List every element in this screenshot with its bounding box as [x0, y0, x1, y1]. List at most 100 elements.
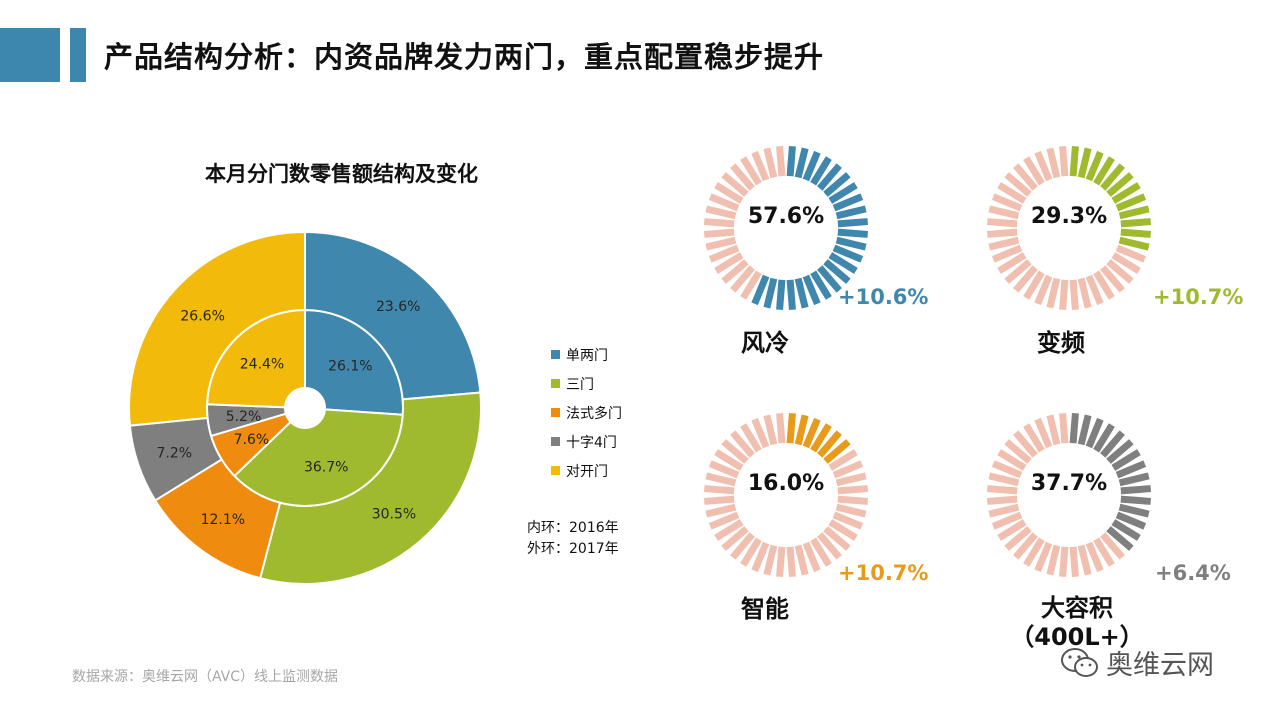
- gauge-tick: [988, 472, 1020, 487]
- gauge-tick: [1034, 274, 1053, 306]
- gauge-percent: 57.6%: [747, 204, 825, 229]
- gauge-tick: [823, 439, 851, 464]
- gauge-tick: [1111, 182, 1141, 204]
- gauge-tick: [730, 532, 755, 560]
- gauge-tick: [1111, 449, 1141, 471]
- gauge-tick: [705, 503, 737, 518]
- gauge-tick: [986, 485, 1018, 495]
- gauge-tick: [1013, 532, 1038, 560]
- title-accent-bar: [0, 28, 60, 82]
- gauge-tick: [1118, 205, 1150, 220]
- gauge-tick: [1085, 417, 1104, 449]
- gauge-tick: [1069, 279, 1079, 311]
- gauge-tick: [832, 460, 864, 479]
- legend-swatch: [551, 350, 560, 359]
- gauge-tick: [1111, 252, 1141, 274]
- gauge-tick: [828, 252, 858, 274]
- gauge-tick: [986, 495, 1018, 505]
- gauge-label: 大容积 （400L+）: [1010, 594, 1144, 651]
- gauge-tick: [751, 274, 770, 306]
- gauge-tick: [1077, 414, 1092, 446]
- gauge-ring: [703, 412, 869, 578]
- gauge-tick: [1013, 265, 1038, 293]
- gauge-tick: [776, 145, 786, 177]
- gauge-tick: [708, 193, 740, 212]
- gauge-tick: [786, 412, 796, 444]
- chart-legend: 单两门 三门 法式多门 十字4门 对开门: [551, 340, 622, 485]
- gauge-smart: 16.0%: [701, 410, 871, 580]
- legend-swatch: [551, 408, 560, 417]
- gauge-tick: [817, 265, 842, 293]
- gauge-tick: [991, 244, 1023, 263]
- gauge-tick: [1046, 544, 1061, 576]
- ring-note: 内环：2016年 外环：2017年: [527, 518, 619, 560]
- gauge-tick: [708, 511, 740, 530]
- gauge-tick: [763, 544, 778, 576]
- gauge-tick: [823, 259, 851, 284]
- outer-ring-data-label: 26.6%: [180, 308, 224, 324]
- gauge-tick: [1004, 439, 1032, 464]
- legend-swatch: [551, 379, 560, 388]
- gauge-tick: [1120, 228, 1152, 238]
- gauge-tick: [721, 526, 749, 551]
- legend-swatch: [551, 466, 560, 475]
- gauge-tick: [1069, 546, 1079, 578]
- gauge-change: +10.6%: [838, 285, 929, 309]
- gauge-tick: [708, 460, 740, 479]
- gauge-tick: [751, 417, 770, 449]
- gauge-tick: [991, 460, 1023, 479]
- gauge-tick: [1115, 244, 1147, 263]
- gauge-tick: [986, 218, 1018, 228]
- gauge-tick: [1023, 423, 1045, 453]
- gauge-tick: [1034, 417, 1053, 449]
- gauge-percent: 29.3%: [1030, 204, 1108, 229]
- gauge-tick: [1106, 172, 1134, 197]
- gauge-tick: [1023, 156, 1045, 186]
- gauge-tick: [730, 163, 755, 191]
- gauge-change: +10.7%: [838, 561, 929, 585]
- gauge-tick: [740, 156, 762, 186]
- gauge-tick: [703, 495, 735, 505]
- gauge-ring: [986, 145, 1152, 311]
- gauge-tick: [835, 503, 867, 518]
- gauge-tick: [823, 172, 851, 197]
- gauge-tick: [1118, 472, 1150, 487]
- gauge-tick: [832, 511, 864, 530]
- inner-ring-note: 内环：2016年: [527, 520, 619, 536]
- gauge-tick: [1118, 503, 1150, 518]
- gauge-tick: [1085, 541, 1104, 573]
- gauge-tick: [802, 150, 821, 182]
- gauge-tick: [1069, 145, 1079, 177]
- gauge-tick: [1013, 430, 1038, 458]
- gauge-tick: [837, 495, 869, 505]
- gauge-tick: [835, 236, 867, 251]
- gauge-tick: [776, 279, 786, 311]
- gauge-tick: [1085, 150, 1104, 182]
- gauge-tick: [1093, 423, 1115, 453]
- gauge-tick: [991, 511, 1023, 530]
- gauge-tick: [786, 145, 796, 177]
- inner-ring-data-label: 36.7%: [304, 459, 348, 475]
- gauge-tick: [1059, 145, 1069, 177]
- gauge-ring: [986, 412, 1152, 578]
- gauge-tick: [835, 472, 867, 487]
- gauge-change: +6.4%: [1155, 561, 1231, 585]
- gauge-tick: [991, 193, 1023, 212]
- gauge-tick: [751, 150, 770, 182]
- gauge-tick: [832, 244, 864, 263]
- gauge-tick: [730, 265, 755, 293]
- legend-label: 对开门: [566, 463, 608, 480]
- gauge-tick: [740, 423, 762, 453]
- gauge-tick: [1100, 163, 1125, 191]
- gauge-tick: [832, 193, 864, 212]
- outer-ring-slice: [258, 391, 482, 585]
- gauge-tick: [714, 252, 744, 274]
- gauge-tick: [1046, 414, 1061, 446]
- door-structure-donut-chart: 26.1% 36.7% 7.6% 5.2% 24.4% 23.6% 30.5% 12.1% 7.…: [128, 230, 482, 585]
- gauge-tick: [997, 519, 1027, 541]
- gauge-tick: [1023, 270, 1045, 300]
- gauge-label: 变频: [1037, 329, 1085, 357]
- gauge-tick: [1111, 519, 1141, 541]
- gauge-tick: [988, 503, 1020, 518]
- gauge-tick: [794, 544, 809, 576]
